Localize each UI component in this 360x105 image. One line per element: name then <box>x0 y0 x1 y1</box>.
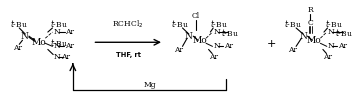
Text: RCHCl$_2$: RCHCl$_2$ <box>112 18 144 30</box>
Text: N: N <box>328 28 334 36</box>
Text: N: N <box>328 42 334 50</box>
Text: Mo: Mo <box>192 36 207 45</box>
Text: $t$-Bu: $t$-Bu <box>50 18 67 29</box>
Text: THF, rt: THF, rt <box>116 52 141 58</box>
Text: Ar: Ar <box>65 28 74 36</box>
Text: $t$-Bu: $t$-Bu <box>325 18 342 29</box>
Text: Ar: Ar <box>174 46 183 54</box>
Text: N: N <box>53 53 60 61</box>
Text: C: C <box>307 19 313 27</box>
Text: +: + <box>266 39 276 49</box>
Text: Ar: Ar <box>288 46 297 54</box>
Text: $t$-Bu: $t$-Bu <box>210 18 228 29</box>
Text: N: N <box>21 32 28 41</box>
Text: $t$-Bu: $t$-Bu <box>336 27 353 38</box>
Text: $t$-Bu: $t$-Bu <box>221 27 239 38</box>
Text: R: R <box>307 6 313 14</box>
Text: Ar: Ar <box>65 42 74 50</box>
Text: Ar: Ar <box>338 42 347 50</box>
Text: N: N <box>213 28 220 36</box>
Text: N: N <box>213 42 220 50</box>
Text: $t$-Bu: $t$-Bu <box>171 18 189 29</box>
Text: Ar: Ar <box>323 53 332 61</box>
Text: Mo: Mo <box>32 38 46 47</box>
Text: Ar: Ar <box>13 44 22 52</box>
Text: N: N <box>185 32 193 41</box>
Text: $t$-Bu: $t$-Bu <box>284 18 302 29</box>
Text: Ar: Ar <box>224 42 233 50</box>
Text: N: N <box>53 28 60 36</box>
Text: Ar: Ar <box>61 53 70 61</box>
Text: N: N <box>53 42 60 50</box>
Text: Mg: Mg <box>143 81 156 89</box>
Text: Cl: Cl <box>192 12 200 20</box>
Text: $t$-Bu: $t$-Bu <box>10 18 28 29</box>
Text: Ar: Ar <box>209 53 218 61</box>
Text: N: N <box>299 32 307 41</box>
Text: Mo: Mo <box>307 36 321 45</box>
Text: $t$-Bu: $t$-Bu <box>50 37 67 48</box>
